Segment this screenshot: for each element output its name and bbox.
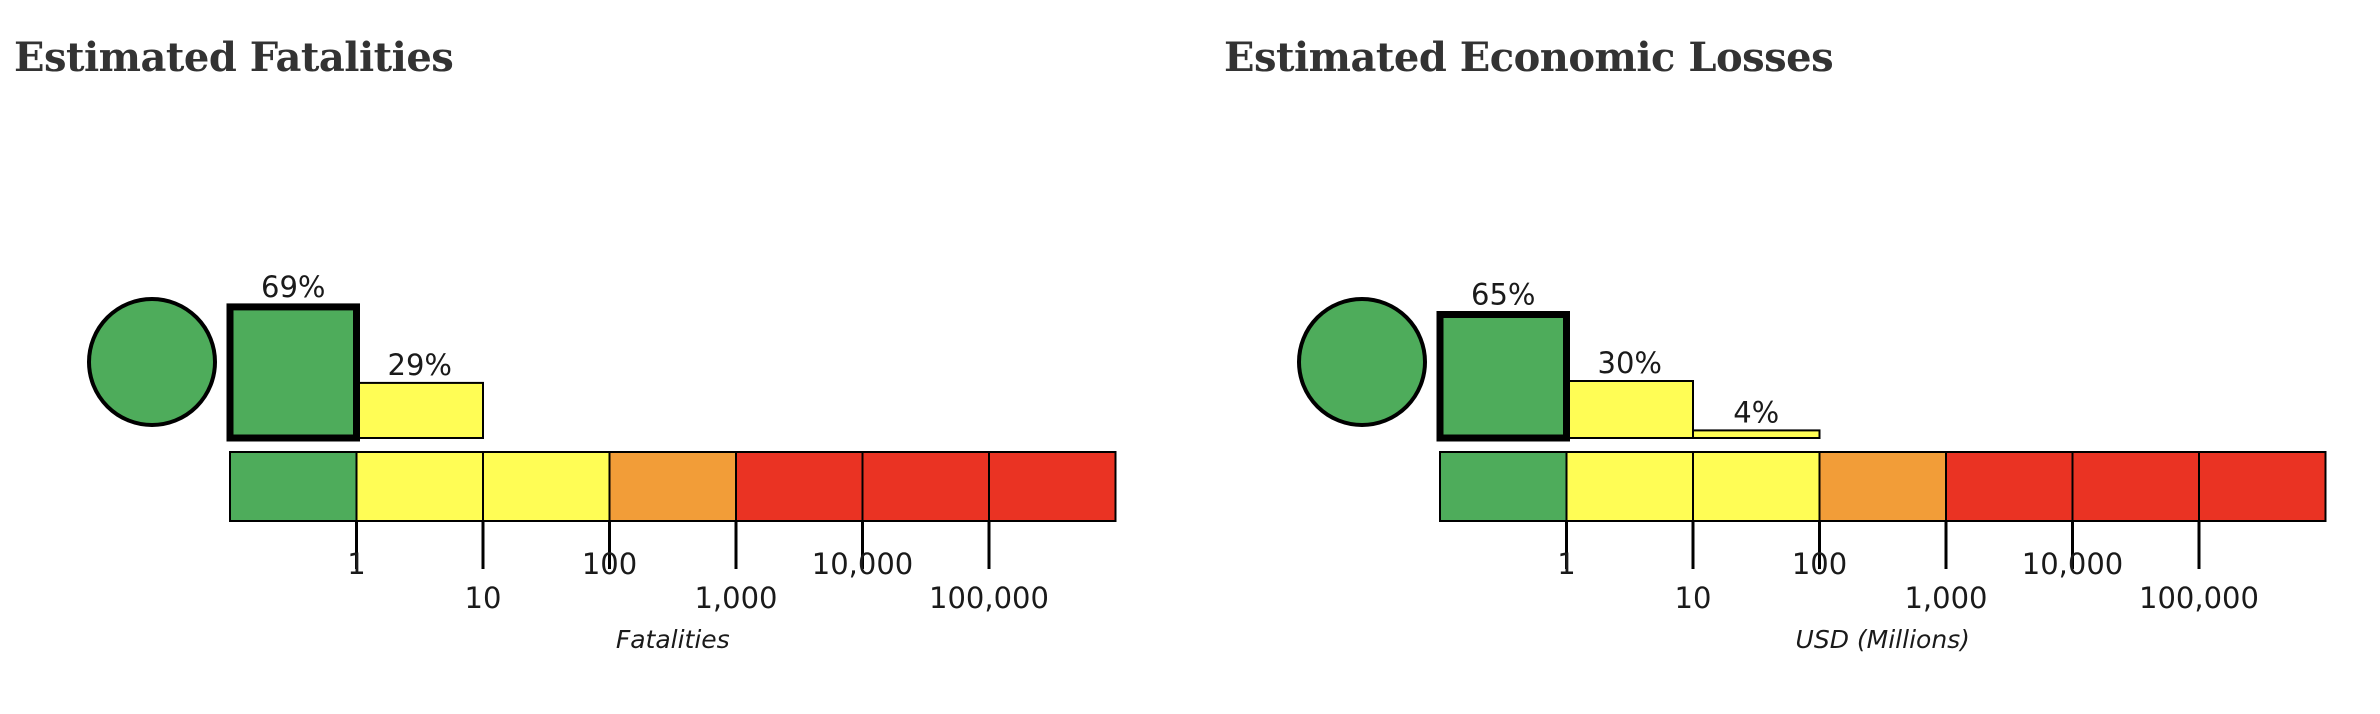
- tick-label: 10: [465, 581, 502, 615]
- probability-bar: [1692, 429, 1821, 439]
- scale-segment-1: [1439, 451, 1568, 522]
- probability-bar: [1436, 311, 1570, 442]
- scale-segment-6: [2071, 451, 2200, 522]
- alert-level-circle: [1297, 297, 1427, 427]
- economic-losses-title: Estimated Economic Losses: [1224, 34, 1834, 81]
- scale-segment-2: [355, 451, 484, 522]
- fatalities-title: Estimated Fatalities: [14, 34, 454, 81]
- scale-segment-5: [735, 451, 864, 522]
- tick-label: 100: [582, 547, 637, 581]
- scale-segment-2: [1565, 451, 1694, 522]
- axis-label: USD (Millions): [1796, 625, 1970, 654]
- scale-segment-4: [1818, 451, 1947, 522]
- scale-segment-3: [1692, 451, 1821, 522]
- scale-segment-5: [1945, 451, 2074, 522]
- economic-losses-chart: 1 10 100 1,000 10,000 100,000 USD (Millions) 30…: [1297, 278, 2327, 654]
- fatalities-chart: 1 10 100 1,000 10,000 100,000 Fatalities 29% 69%: [87, 270, 1117, 654]
- tick-label: 1,000: [694, 581, 777, 615]
- economic-losses-panel: Estimated Economic Losses 1 10 100 1,000 10,…: [1210, 0, 2380, 714]
- probability-bar: [226, 303, 360, 442]
- scale-segment-6: [861, 451, 990, 522]
- scale-segment-7: [2198, 451, 2327, 522]
- scale-segment-3: [482, 451, 611, 522]
- percent-label: 29%: [388, 348, 452, 382]
- probability-bar: [1565, 380, 1694, 439]
- percent-label: 69%: [261, 270, 325, 304]
- percent-label: 65%: [1471, 278, 1535, 312]
- tick-label: 1,000: [1904, 581, 1987, 615]
- fatalities-panel: Estimated Fatalities 1 10 100 1,000 10,000 10…: [14, 34, 1117, 654]
- tick-label: 1: [347, 547, 365, 581]
- scale-segment-4: [608, 451, 737, 522]
- tick-label: 100,000: [929, 581, 1049, 615]
- axis-label: Fatalities: [616, 625, 730, 654]
- tick-label: 100,000: [2139, 581, 2259, 615]
- alert-level-circle: [87, 297, 217, 427]
- probability-bar: [355, 381, 484, 439]
- scale-segment-1: [229, 451, 358, 522]
- tick-label: 100: [1792, 547, 1847, 581]
- tick-label: 10: [1675, 581, 1712, 615]
- scale-segment-7: [988, 451, 1117, 522]
- percent-label: 30%: [1598, 346, 1662, 380]
- tick-label: 1: [1557, 547, 1575, 581]
- percent-label: 4%: [1733, 395, 1779, 429]
- tick-label: 10,000: [812, 547, 913, 581]
- tick-label: 10,000: [2022, 547, 2123, 581]
